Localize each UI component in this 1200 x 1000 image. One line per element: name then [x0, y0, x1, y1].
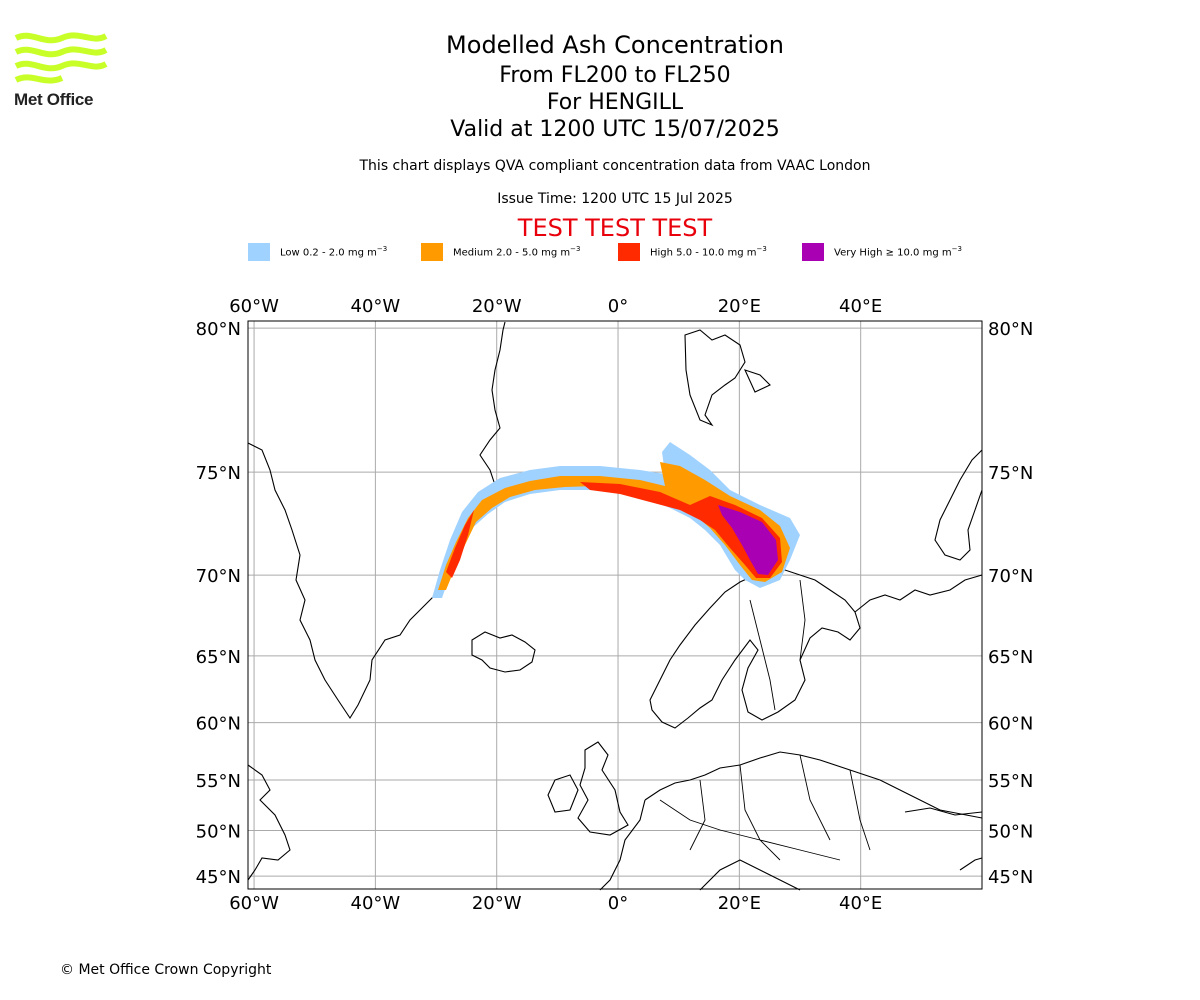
- lat-tick-label-right: 55°N: [988, 771, 1033, 792]
- legend-item-medium: Medium 2.0 - 5.0 mg m−3: [421, 243, 580, 261]
- lon-tick-label-top: 40°E: [839, 296, 882, 317]
- lat-tick-label-left: 75°N: [196, 463, 241, 484]
- lat-tick-label-right: 65°N: [988, 647, 1033, 668]
- lat-tick-label-left: 70°N: [196, 566, 241, 587]
- lon-tick-label-top: 0°: [608, 296, 628, 317]
- lat-tick-label-right: 70°N: [988, 566, 1033, 587]
- coastlines: [247, 321, 983, 891]
- valid-time: Valid at 1200 UTC 15/07/2025: [450, 117, 780, 142]
- flight-level-range: From FL200 to FL250: [499, 63, 731, 88]
- volcano-name: For HENGILL: [546, 90, 684, 115]
- coastline-greenland: [247, 321, 506, 720]
- coastline-scandinavia: [649, 569, 861, 729]
- country-borders: [659, 579, 871, 861]
- coastline-iceland: [471, 631, 536, 673]
- lon-tick-label-bottom: 40°W: [351, 893, 401, 914]
- ash-region-medium: [438, 462, 790, 590]
- legend-swatch-high: [618, 243, 640, 261]
- lon-tick-label-top: 40°W: [351, 296, 401, 317]
- lon-tick-label-top: 20°E: [718, 296, 761, 317]
- lon-tick-label-top: 20°W: [472, 296, 522, 317]
- coastline-britain: [577, 741, 629, 836]
- legend-item-low: Low 0.2 - 2.0 mg m−3: [248, 243, 387, 261]
- legend-swatch-medium: [421, 243, 443, 261]
- map-gridlines: [248, 321, 982, 889]
- lon-tick-label-bottom: 60°W: [229, 893, 279, 914]
- lat-tick-label-right: 75°N: [988, 463, 1033, 484]
- coastline-continent: [599, 751, 983, 891]
- lat-tick-label-left: 60°N: [196, 714, 241, 735]
- legend-label-low: Low 0.2 - 2.0 mg m−3: [280, 245, 388, 259]
- lat-tick-label-left: 65°N: [196, 647, 241, 668]
- ash-region-high: [446, 482, 782, 578]
- lat-tick-label-right: 45°N: [988, 867, 1033, 888]
- lon-tick-label-bottom: 20°W: [472, 893, 522, 914]
- issue-time: Issue Time: 1200 UTC 15 Jul 2025: [497, 191, 733, 207]
- lat-tick-label-left: 50°N: [196, 822, 241, 843]
- lon-tick-label-top: 60°W: [229, 296, 279, 317]
- coastline-ireland: [547, 774, 579, 813]
- ash-plume: [432, 442, 800, 598]
- axis-tick-labels: 60°W 60°W 40°W 40°W 20°W 20°W 0° 0° 20°E 20°E 40°E…: [196, 296, 1034, 914]
- lat-tick-label-right: 60°N: [988, 714, 1033, 735]
- coastline-russia-north: [854, 574, 983, 613]
- lat-tick-label-left: 55°N: [196, 771, 241, 792]
- coastline-svalbard: [684, 329, 746, 427]
- coastline-canada: [247, 764, 291, 881]
- legend-label-high: High 5.0 - 10.0 mg m−3: [650, 245, 767, 259]
- legend-swatch-low: [248, 243, 270, 261]
- legend-item-very-high: Very High ≥ 10.0 mg m−3: [802, 243, 962, 261]
- coastline-novaya-zemlya: [934, 449, 983, 561]
- copyright-notice: © Met Office Crown Copyright: [60, 962, 272, 978]
- legend-label-very-high: Very High ≥ 10.0 mg m−3: [834, 245, 962, 259]
- lat-tick-label-right: 80°N: [988, 319, 1033, 340]
- lat-tick-label-left: 80°N: [196, 319, 241, 340]
- test-banner: TEST TEST TEST: [517, 214, 713, 242]
- chart-title: Modelled Ash Concentration: [446, 31, 784, 59]
- logo-text: Met Office: [14, 90, 94, 109]
- lon-tick-label-bottom: 40°E: [839, 893, 882, 914]
- lon-tick-label-bottom: 0°: [608, 893, 628, 914]
- legend-swatch-very-high: [802, 243, 824, 261]
- map-frame: [247, 320, 983, 890]
- lat-tick-label-right: 50°N: [988, 822, 1033, 843]
- legend-item-high: High 5.0 - 10.0 mg m−3: [618, 243, 767, 261]
- ash-region-low: [432, 442, 800, 598]
- legend-label-medium: Medium 2.0 - 5.0 mg m−3: [453, 245, 581, 259]
- ash-region-very-high: [718, 505, 778, 575]
- lat-tick-label-left: 45°N: [196, 867, 241, 888]
- lon-tick-label-bottom: 20°E: [718, 893, 761, 914]
- chart-description: This chart displays QVA compliant concen…: [359, 158, 871, 174]
- met-office-logo: Met Office: [14, 30, 109, 112]
- met-office-wave-logo-icon: [14, 32, 108, 84]
